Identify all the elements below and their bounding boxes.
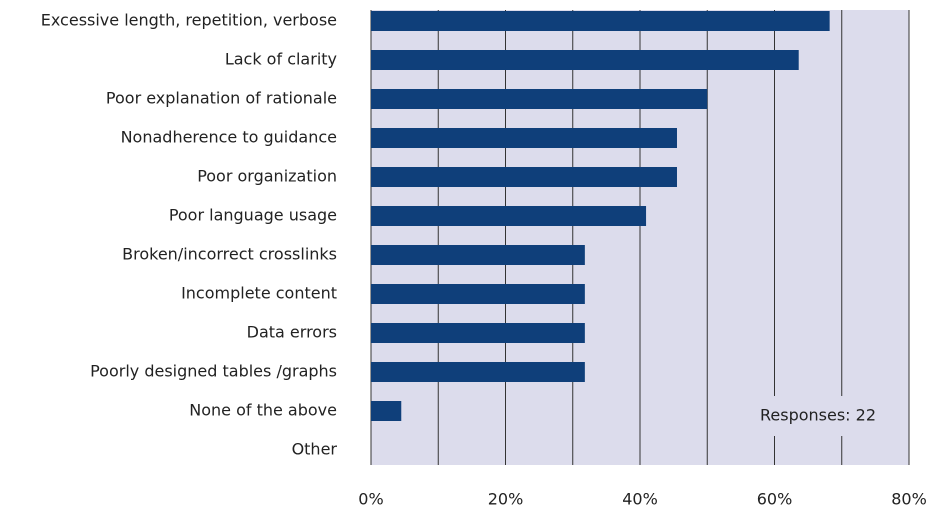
x-tick-label: 80%	[891, 490, 927, 509]
y-tick-label: Nonadherence to guidance	[121, 128, 337, 147]
y-tick-label: Poor explanation of rationale	[106, 89, 337, 108]
y-tick-label: Poorly designed tables /graphs	[90, 362, 337, 381]
y-tick-label: Data errors	[247, 323, 337, 342]
y-tick-label: Excessive length, repetition, verbose	[41, 11, 337, 30]
bar	[371, 323, 585, 343]
y-tick-label: Poor organization	[197, 167, 337, 186]
x-tick-label: 20%	[488, 490, 524, 509]
bar	[371, 128, 677, 148]
y-tick-label: Broken/incorrect crosslinks	[122, 245, 337, 264]
bar	[371, 206, 647, 226]
annotation: Responses: 22	[760, 406, 876, 425]
y-tick-label: Lack of clarity	[225, 50, 337, 69]
bar	[371, 245, 585, 265]
x-tick-label: 40%	[622, 490, 658, 509]
bar	[371, 284, 585, 304]
y-tick-label: None of the above	[189, 401, 337, 420]
bar	[371, 167, 677, 187]
annotation-box	[722, 396, 902, 436]
y-tick-label: Poor language usage	[169, 206, 337, 225]
bar	[371, 11, 830, 31]
bar	[371, 50, 799, 70]
x-tick-label: 0%	[358, 490, 383, 509]
y-tick-label: Other	[292, 440, 338, 459]
bar	[371, 89, 708, 109]
x-tick-label: 60%	[757, 490, 793, 509]
bar	[371, 362, 585, 382]
y-tick-label: Incomplete content	[181, 284, 337, 303]
bar	[371, 401, 402, 421]
